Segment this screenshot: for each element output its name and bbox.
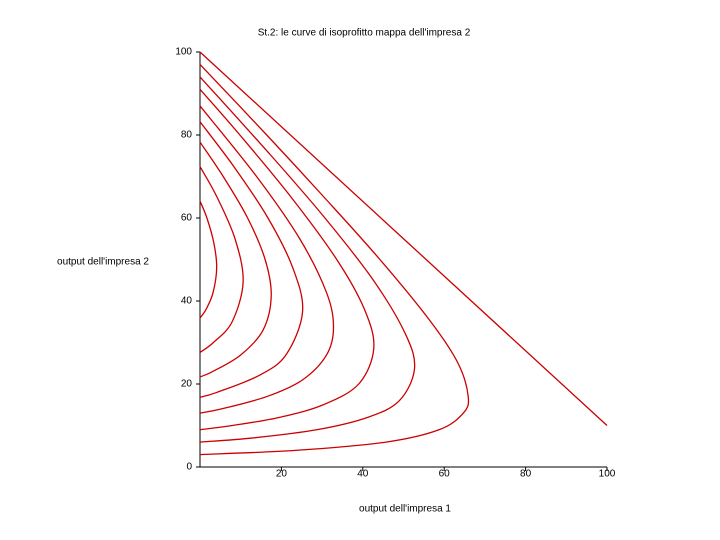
y-tick-label: 60: [181, 213, 193, 224]
y-tick-label: 0: [186, 462, 192, 473]
y-axis-label: output dell'impresa 2: [57, 257, 149, 268]
y-tick-label: 40: [181, 296, 193, 307]
x-tick-label: 40: [357, 469, 369, 480]
isoprofit-curve: [199, 166, 244, 353]
x-axis-label: output dell'impresa 1: [359, 504, 451, 515]
x-tick-label: 100: [599, 469, 616, 480]
x-tick-label: 80: [520, 469, 532, 480]
isoprofit-curve: [199, 51, 608, 426]
isoprofit-curve: [199, 200, 218, 319]
isoprofit-curve: [199, 105, 335, 414]
y-tick-label: 100: [175, 47, 192, 58]
y-tick-label: 20: [181, 379, 193, 390]
x-tick-label: 60: [439, 469, 451, 480]
isoprofit-curve: [199, 141, 272, 378]
chart-title: St.2: le curve di isoprofitto mappa dell…: [258, 28, 471, 39]
x-tick-label: 20: [276, 469, 288, 480]
isoprofit-curve: [199, 76, 416, 443]
isoprofit-curve: [199, 88, 375, 431]
isoprofit-curve: [199, 64, 470, 456]
isoprofit-curve: [199, 121, 304, 398]
y-tick-label: 80: [181, 130, 193, 141]
